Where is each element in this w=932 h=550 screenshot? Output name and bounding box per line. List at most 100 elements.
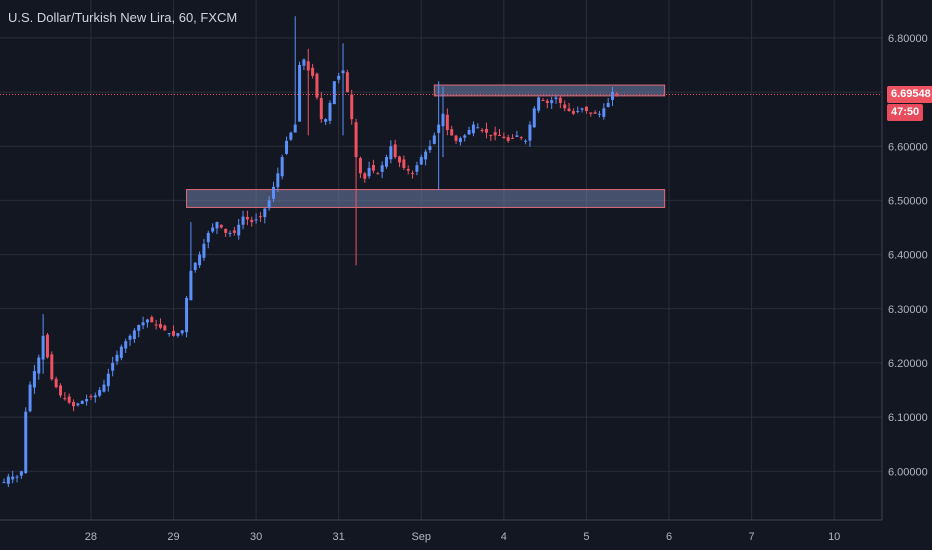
y-tick-label: 6.10000 [888, 412, 928, 424]
candle-body [506, 137, 510, 141]
candle-body [432, 135, 436, 144]
candle-body [85, 399, 89, 402]
candle-body [511, 137, 515, 139]
candle-body [219, 224, 223, 228]
candle-body [437, 124, 441, 133]
candle-body [2, 482, 6, 484]
candle-body [445, 114, 449, 130]
candle-body [115, 354, 119, 362]
candle-body [285, 140, 289, 154]
candle-body [567, 108, 571, 112]
candle-body [89, 396, 93, 398]
candle-body [371, 165, 375, 171]
candle-body [602, 108, 606, 117]
candle-body [24, 411, 28, 473]
candle-body [37, 357, 41, 374]
candle-body [185, 297, 189, 333]
candle-body [580, 108, 584, 110]
candle-body [11, 476, 15, 480]
candle-body [484, 128, 488, 133]
candle-body [584, 106, 588, 112]
candle-body [450, 129, 454, 136]
candle-body [393, 144, 397, 158]
candle-body [428, 146, 432, 151]
candle-body [158, 323, 162, 328]
candle-body [615, 93, 619, 95]
candle-body [515, 135, 519, 137]
x-tick-label: 6 [666, 531, 672, 543]
candle-body [389, 146, 393, 160]
candle-body [524, 140, 528, 142]
y-tick-label: 6.40000 [888, 250, 928, 262]
candle-body [402, 159, 406, 168]
y-tick-label: 6.30000 [888, 304, 928, 316]
candle-body [180, 330, 184, 334]
x-tick-label: 5 [583, 531, 589, 543]
x-tick-label: 7 [749, 531, 755, 543]
candle-body [198, 254, 202, 266]
candle-body [245, 216, 249, 220]
candle-body [280, 157, 284, 177]
candle-body [172, 330, 176, 336]
candle-body [232, 230, 236, 233]
candle-body [215, 222, 219, 229]
candle-body [237, 224, 241, 236]
candle-body [267, 200, 271, 209]
candle-body [15, 476, 19, 478]
last-price-label: 6.69548 [887, 85, 932, 103]
candle-body [532, 108, 536, 128]
candle-body [76, 403, 80, 406]
candle-body [228, 232, 232, 234]
candle-body [167, 333, 171, 335]
candle-body [302, 59, 306, 66]
candle-body [41, 335, 45, 360]
candle-body [576, 111, 580, 113]
candle-body [589, 112, 593, 114]
candle-body [380, 165, 384, 172]
candle-body [19, 471, 23, 476]
candle-body [502, 136, 506, 139]
candle-body [345, 72, 349, 93]
candle-body [541, 100, 545, 102]
candle-body [211, 227, 215, 232]
x-tick-label: 29 [167, 531, 179, 543]
candle-body [332, 81, 336, 105]
candle-body [102, 384, 106, 392]
candle-body [550, 100, 554, 104]
candle-body [354, 122, 358, 158]
candle-body [111, 362, 115, 371]
candle-body [328, 102, 332, 121]
candle-body [106, 373, 110, 387]
candle-body [528, 124, 532, 141]
candle-body [128, 335, 132, 340]
candle-body [458, 138, 462, 143]
candle-body [480, 129, 484, 131]
candle-body [254, 219, 258, 221]
x-tick-label: 4 [501, 531, 507, 543]
candle-body [454, 135, 458, 141]
candle-body [319, 98, 323, 120]
candle-body [376, 173, 380, 175]
candle-body [398, 156, 402, 163]
candle-body [45, 334, 49, 358]
chart-grid [0, 0, 882, 520]
candle-body [367, 167, 371, 177]
candle-body [611, 92, 615, 100]
candle-body [119, 346, 123, 358]
candle-body [597, 113, 601, 115]
candle-body [54, 378, 58, 388]
candle-body [489, 134, 493, 136]
candle-body [324, 119, 328, 122]
candle-body [276, 173, 280, 188]
candle-body [250, 219, 254, 223]
candle-body [463, 135, 467, 138]
candle-body [163, 325, 167, 331]
candle-body [419, 157, 423, 165]
y-tick-label: 6.20000 [888, 358, 928, 370]
candle-body [311, 67, 315, 76]
candle-body [519, 137, 523, 139]
candle-body [154, 324, 158, 326]
candle-body [150, 317, 154, 323]
